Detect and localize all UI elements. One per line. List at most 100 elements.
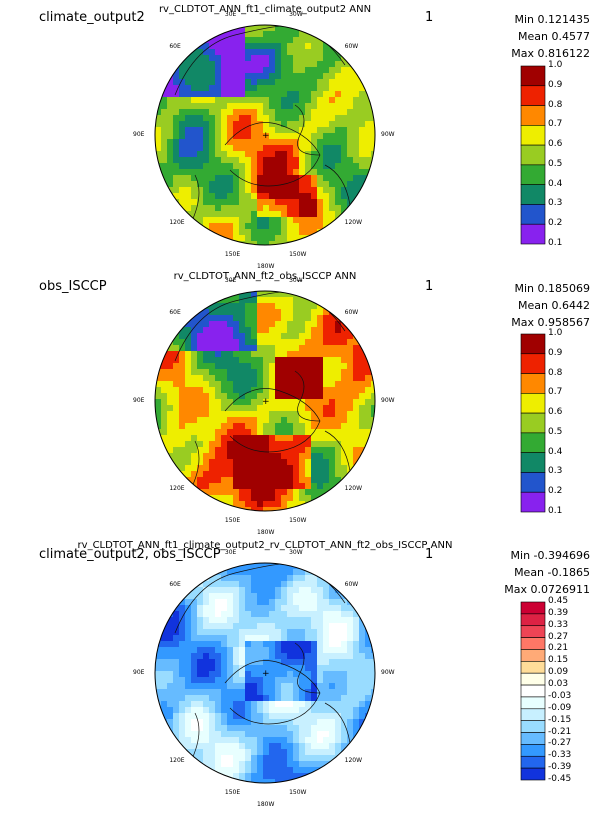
contour-cell xyxy=(239,363,246,370)
contour-cell xyxy=(263,731,270,738)
contour-cell xyxy=(287,109,294,116)
contour-cell xyxy=(269,471,276,478)
contour-cell xyxy=(359,671,366,678)
contour-cell xyxy=(263,653,270,660)
contour-cell xyxy=(179,145,186,152)
contour-cell xyxy=(227,375,234,382)
lon-label: 60E xyxy=(169,309,181,317)
contour-cell xyxy=(209,629,216,636)
contour-cell xyxy=(257,635,264,642)
contour-cell xyxy=(293,683,300,690)
contour-cell xyxy=(257,211,264,218)
contour-cell xyxy=(287,459,294,466)
contour-cell xyxy=(287,157,294,164)
contour-cell xyxy=(299,441,306,448)
contour-cell xyxy=(251,115,258,122)
contour-cell xyxy=(323,737,330,744)
contour-cell xyxy=(287,471,294,478)
contour-cell xyxy=(287,429,294,436)
colorbar-box xyxy=(520,223,546,245)
contour-cell xyxy=(209,127,216,134)
contour-cell xyxy=(287,593,294,600)
contour-cell xyxy=(287,659,294,666)
contour-cell xyxy=(293,345,300,352)
contour-cell xyxy=(269,459,276,466)
contour-cell xyxy=(347,731,354,738)
contour-cell xyxy=(251,109,258,116)
contour-cell xyxy=(299,719,306,726)
contour-cell xyxy=(287,363,294,370)
contour-cell xyxy=(245,217,252,224)
contour-cell xyxy=(329,701,336,708)
contour-cell xyxy=(299,483,306,490)
contour-cell xyxy=(197,671,204,678)
contour-cell xyxy=(197,103,204,110)
contour-cell xyxy=(335,169,342,176)
contour-cell xyxy=(227,767,234,774)
contour-cell xyxy=(215,73,222,80)
contour-cell xyxy=(311,767,318,774)
contour-cell xyxy=(227,61,234,68)
contour-cell xyxy=(209,441,216,448)
contour-cell xyxy=(197,333,204,340)
contour-cell xyxy=(239,489,246,496)
contour-cell xyxy=(203,743,210,750)
contour-cell xyxy=(197,91,204,98)
contour-cell xyxy=(353,447,360,454)
contour-cell xyxy=(209,169,216,176)
contour-cell xyxy=(161,109,168,116)
contour-cell xyxy=(239,91,246,98)
contour-cell xyxy=(215,345,222,352)
contour-cell xyxy=(281,575,288,582)
contour-cell xyxy=(179,653,186,660)
contour-cell xyxy=(215,205,222,212)
contour-cell xyxy=(239,31,246,38)
contour-cell xyxy=(179,199,186,206)
contour-cell xyxy=(167,701,174,708)
contour-cell xyxy=(197,211,204,218)
contour-cell xyxy=(263,49,270,56)
contour-cell xyxy=(293,109,300,116)
contour-cell xyxy=(161,97,168,104)
contour-cell xyxy=(197,423,204,430)
contour-cell xyxy=(209,719,216,726)
contour-cell xyxy=(203,181,210,188)
contour-cell xyxy=(281,441,288,448)
contour-cell xyxy=(263,133,270,140)
lon-label: 90E xyxy=(133,397,145,404)
contour-cell xyxy=(281,453,288,460)
contour-cell xyxy=(347,115,354,122)
contour-cell xyxy=(197,187,204,194)
contour-cell xyxy=(269,671,276,678)
colorbar-tick-label: -0.45 xyxy=(548,774,572,784)
contour-cell xyxy=(197,459,204,466)
contour-cell xyxy=(317,477,324,484)
contour-cell xyxy=(269,163,276,170)
contour-cell xyxy=(251,79,258,86)
contour-cell xyxy=(323,659,330,666)
contour-cell xyxy=(263,737,270,744)
contour-cell xyxy=(209,393,216,400)
contour-cell xyxy=(353,73,360,80)
contour-cell xyxy=(221,593,228,600)
contour-cell xyxy=(311,435,318,442)
contour-cell xyxy=(221,97,228,104)
contour-cell xyxy=(239,695,246,702)
contour-cell xyxy=(209,471,216,478)
contour-cell xyxy=(365,423,372,430)
contour-cell xyxy=(281,563,288,570)
panel-title: rv_CLDTOT_ANN_ft1_climate_output2 ANN xyxy=(158,4,372,15)
contour-cell xyxy=(341,139,348,146)
contour-cell xyxy=(335,109,342,116)
contour-cell xyxy=(269,157,276,164)
contour-cell xyxy=(341,719,348,726)
contour-cell xyxy=(269,423,276,430)
contour-cell xyxy=(317,393,324,400)
contour-cell xyxy=(275,381,282,388)
colorbar-tick-label: 0.5 xyxy=(548,426,563,437)
contour-cell xyxy=(227,217,234,224)
contour-cell xyxy=(167,157,174,164)
contour-cell xyxy=(317,411,324,418)
contour-cell xyxy=(251,453,258,460)
contour-cell xyxy=(179,707,186,714)
